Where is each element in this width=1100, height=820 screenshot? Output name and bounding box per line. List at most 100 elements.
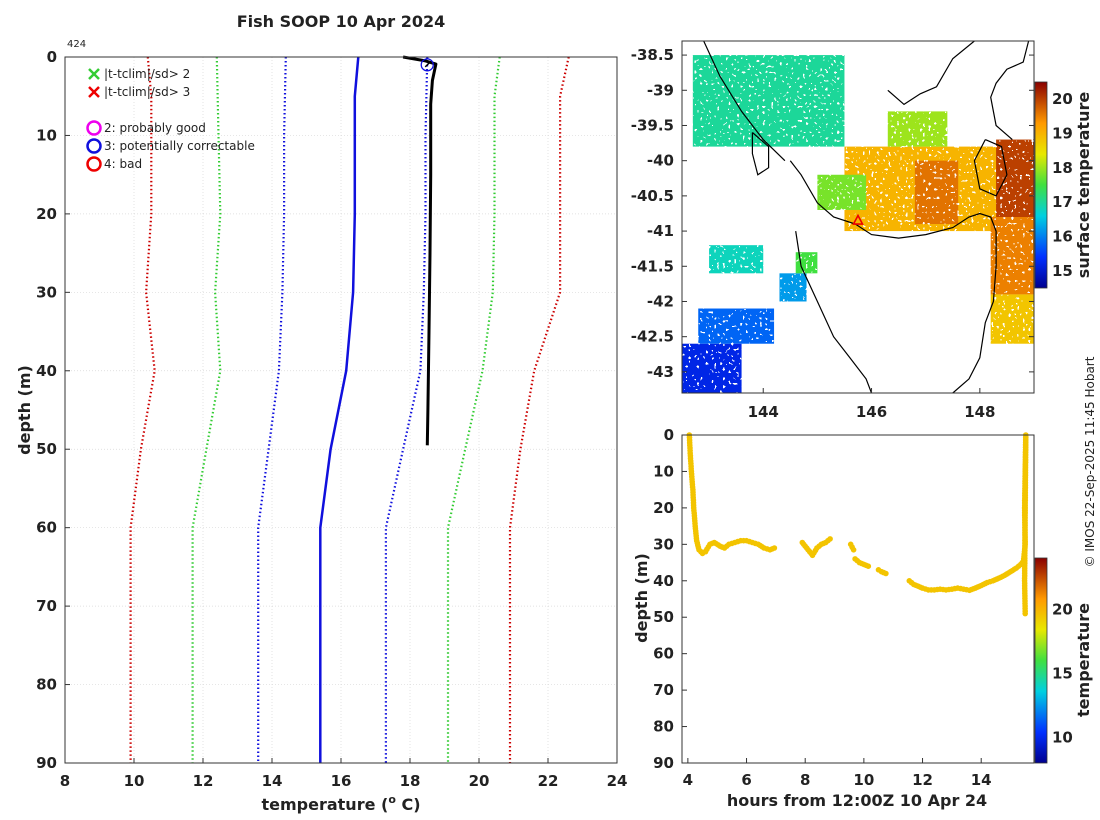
depth-time-xtick-label: 10 [853,771,874,789]
legend-marker-circle [86,138,102,154]
map-xtick-label: 148 [964,403,995,421]
legend-label: |t-tclim|/sd> 3 [104,85,190,99]
profile-title: Fish SOOP 10 Apr 2024 [237,12,446,31]
depth-time-xtick-label: 6 [741,771,751,789]
map-axes-box [681,40,1035,394]
profile-ytick-label: 0 [47,48,57,66]
profile-ytick-label: 60 [36,519,57,537]
profile-xtick-label: 24 [607,772,628,790]
profile-xlabel-superscript: o [388,793,396,806]
profile-legend: |t-tclim|/sd> 2 |t-tclim|/sd> 3 2: probabl… [86,67,255,172]
map-colorbar-tick-label: 15 [1052,262,1073,280]
depth-time-xtick-label: 12 [912,771,933,789]
map-ytick-label: -43 [647,363,674,381]
depth-time-xtick-label: 14 [971,771,992,789]
map-colorbar-tick-label: 17 [1052,193,1073,211]
depth-time-ytick-label: 10 [653,462,674,480]
profile-ytick-label: 30 [36,283,57,301]
legend-marker-circle [86,120,102,136]
map-colorbar-tick-label: 18 [1052,159,1073,177]
map-coast-segment [751,132,770,176]
profile-series-clim-3sd [508,56,570,763]
depth-time-point [1022,610,1028,617]
profile-grid [64,56,618,764]
map-ytick-label: -38.5 [631,46,674,64]
profile-panel: 8 10 12 14 16 18 20 22 24 0 10 20 30 40 50 60 70 80 90 Fis… [15,12,627,814]
depth-time-colorbar-tick-label: 10 [1052,728,1073,746]
profile-id-label: 424 [67,39,86,50]
profile-xtick-label: 18 [400,772,421,790]
map-sst-patch [914,160,959,225]
map-ytick-label: -39.5 [631,116,674,134]
map-ytick-label: -39 [647,81,674,99]
depth-time-colorbar-label: temperature [1074,603,1093,717]
depth-time-panel: 4 6 8 10 12 14 0 10 20 30 40 50 60 70 80 90 hours from … [632,426,1093,810]
map-sst-patch [779,273,807,302]
profile-xtick-label: 16 [331,772,352,790]
map-ytick-label: -42 [647,292,674,310]
depth-time-colorbar-tick-label: 20 [1052,600,1073,618]
depth-time-axes-box [681,434,1035,764]
legend-label: 4: bad [104,157,142,171]
profile-xtick-label: 22 [538,772,559,790]
depth-time-plot-area [682,435,1034,763]
map-coast-segment [789,160,997,393]
map-ytick-label: -40.5 [631,187,674,205]
profile-xlabel-main: temperature ( [261,795,388,814]
depth-time-xtick-label: 8 [800,771,810,789]
depth-time-ytick-label: 90 [653,754,674,772]
profile-ytick-label: 20 [36,205,57,223]
map-coast-segment [973,139,1008,197]
depth-time-points [686,432,1029,617]
legend-marker-x [88,68,100,80]
profile-series-observed-profile [402,55,438,446]
profile-series-clim-3sd [129,56,156,763]
depth-time-ytick-label: 50 [653,608,674,626]
profile-series-clim-2sd [191,56,222,763]
depth-time-ytick-label: 30 [653,535,674,553]
map-sst-patch [887,111,948,147]
profile-xlabel: temperature (o C) [261,793,420,814]
profile-ytick-label: 70 [36,597,57,615]
profile-series-clim-1sd [384,56,429,763]
depth-time-ticks: 4 6 8 10 12 14 0 10 20 30 40 50 60 70 80 90 [653,426,992,789]
map-sst-patch [692,55,845,147]
imos-credit: © IMOS 22-Sep-2025 11:45 Hobart [1083,356,1097,567]
depth-time-colorbar [1034,557,1048,764]
depth-time-point [883,570,889,577]
map-colorbar-label: surface temperature [1074,92,1093,279]
profile-ticks: 8 10 12 14 16 18 20 22 24 0 10 20 30 40 50 60 70 80 90 [36,48,627,790]
depth-time-ylabel: depth (m) [632,553,651,643]
profile-flag-circle [420,58,434,72]
map-sst-patch [795,252,818,274]
map-colorbar-ticks: 15 16 17 18 19 20 [1052,90,1073,280]
depth-time-ytick-label: 40 [653,572,674,590]
profile-ytick-label: 10 [36,126,57,144]
map-sst-field [682,55,1034,393]
profile-flag-x [424,62,430,68]
map-coast-segment [795,231,873,393]
depth-time-ytick-label: 0 [664,426,674,444]
legend-marker-x [88,86,100,98]
profile-ytick-label: 90 [36,754,57,772]
depth-time-ytick-label: 80 [653,718,674,736]
legend-marker-circle [86,156,102,172]
depth-time-xtick-label: 4 [683,771,693,789]
depth-time-xlabel: hours from 12:00Z 10 Apr 24 [727,791,987,810]
depth-time-ytick-label: 70 [653,681,674,699]
map-ticks: 144 146 148 -38.5 -39 -39.5 -40 -40.5 -41 -41.5 -4… [631,46,1034,421]
map-xtick-label: 144 [748,403,779,421]
map-coast-segment [703,41,786,162]
map-sst-patch [817,174,867,210]
profile-ytick-label: 50 [36,440,57,458]
profile-xtick-label: 14 [262,772,283,790]
legend-label: 2: probably good [104,121,206,135]
map-ytick-label: -40 [647,152,674,170]
depth-time-ytick-label: 60 [653,645,674,663]
profile-xtick-label: 10 [124,772,145,790]
profile-series-climatology-mean [319,56,360,763]
map-sst-patch [990,294,1034,344]
depth-time-point [827,536,833,542]
depth-time-ytick-label: 20 [653,499,674,517]
